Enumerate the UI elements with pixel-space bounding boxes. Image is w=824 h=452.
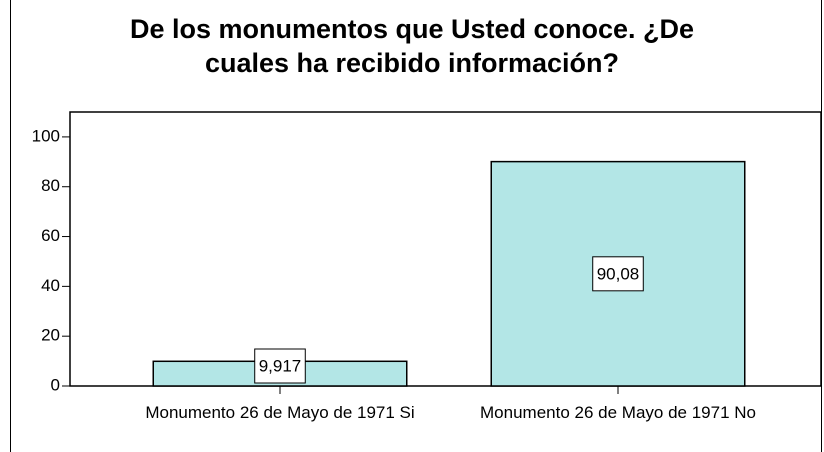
y-tick-label: 80	[41, 176, 60, 195]
value-label-box	[592, 256, 644, 292]
y-tick-label: 0	[51, 375, 60, 394]
chart-title: cuales ha recibido información?	[204, 48, 620, 78]
x-tick-label: Monumento 26 de Mayo de 1971 No	[480, 403, 756, 422]
value-label: 9,917	[259, 356, 302, 375]
x-tick-label: Monumento 26 de Mayo de 1971 Si	[145, 403, 415, 422]
plot-frame	[69, 111, 822, 387]
value-label-box	[254, 348, 306, 384]
y-tick-label: 40	[41, 276, 60, 295]
chart-title: De los monumentos que Usted conoce. ¿De	[129, 14, 695, 44]
value-label: 90,08	[597, 264, 640, 283]
y-tick-label: 20	[41, 326, 60, 345]
y-tick-label: 60	[41, 226, 60, 245]
y-tick-label: 100	[32, 126, 60, 145]
